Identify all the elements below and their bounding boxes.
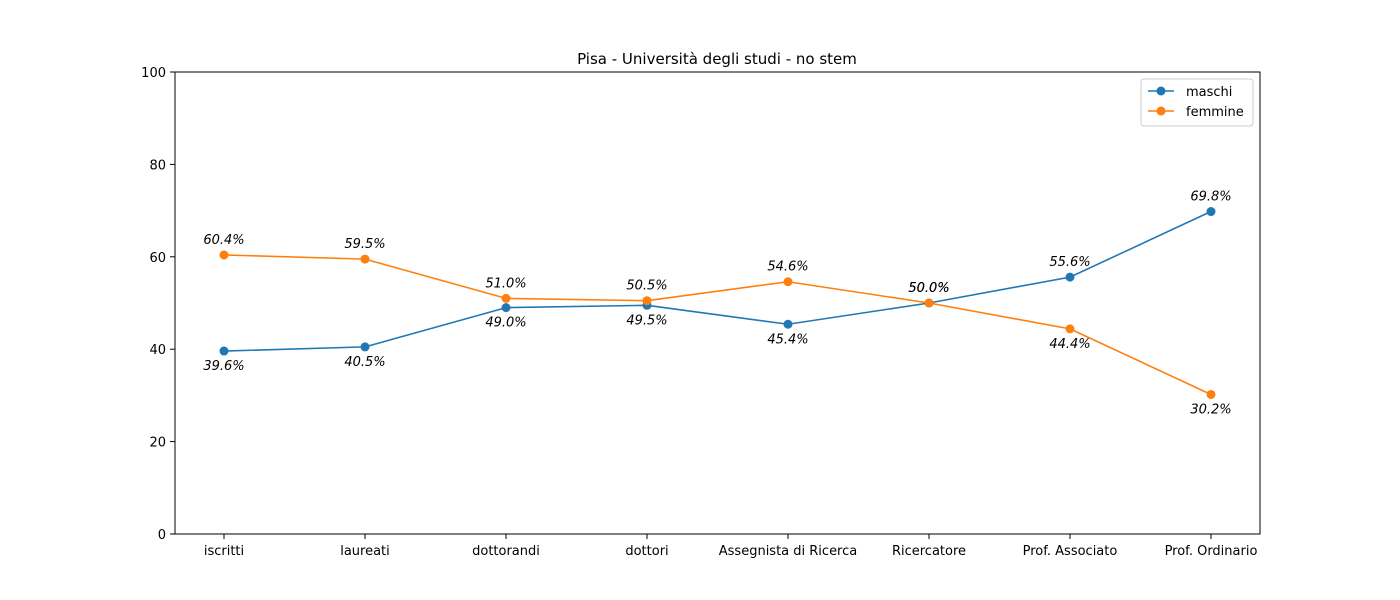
point-maschi	[219, 346, 229, 356]
data-label-femmine: 54.6%	[767, 260, 808, 275]
legend-label-femmine: femmine	[1186, 105, 1244, 120]
y-tick-label: 0	[158, 528, 166, 543]
x-tick-label: dottorandi	[472, 544, 540, 559]
point-femmine	[1065, 324, 1075, 334]
data-label-femmine: 44.4%	[1049, 337, 1090, 352]
axes: 0 20 40 60 80 100 iscritti laureati dottorandi do…	[141, 66, 1261, 559]
data-label-femmine: 50.5%	[626, 279, 667, 294]
point-maschi	[360, 342, 370, 352]
point-femmine	[501, 293, 511, 303]
data-label-femmine: 30.2%	[1190, 402, 1231, 417]
series-line-maschi	[223, 210, 1212, 352]
data-label-femmine: 51.0%	[485, 276, 526, 291]
chart-title: Pisa - Università degli studi - no stem	[577, 50, 857, 68]
data-label-maschi: 55.6%	[1049, 255, 1090, 270]
point-maschi	[1065, 272, 1075, 282]
x-tick-label: iscritti	[204, 544, 244, 559]
data-label-maschi: 49.0%	[485, 316, 526, 331]
legend: maschi femmine	[1140, 78, 1254, 127]
plot-frame	[174, 71, 1261, 535]
data-label-femmine: 50.0%	[908, 281, 949, 296]
point-femmine	[924, 298, 934, 308]
point-femmine	[219, 250, 229, 260]
x-tick-label: laureati	[340, 544, 390, 559]
point-femmine	[783, 277, 793, 287]
data-label-maschi: 45.4%	[767, 332, 808, 347]
y-tick-label: 80	[149, 158, 166, 173]
x-tick-label: Ricercatore	[892, 544, 966, 559]
data-label-maschi: 40.5%	[344, 355, 385, 370]
point-femmine	[1206, 389, 1216, 399]
y-tick-label: 100	[141, 66, 166, 81]
point-femmine	[642, 296, 652, 306]
series-maschi	[219, 207, 1216, 356]
legend-marker-femmine	[1156, 106, 1166, 116]
legend-marker-maschi	[1156, 86, 1166, 96]
data-label-maschi: 69.8%	[1190, 190, 1231, 205]
data-label-maschi: 39.6%	[203, 359, 244, 374]
x-tick-label: Assegnista di Ricerca	[719, 544, 857, 559]
series-line-femmine	[223, 254, 1212, 396]
x-tick-label: Prof. Ordinario	[1165, 544, 1258, 559]
y-tick-label: 20	[149, 436, 166, 451]
point-maschi	[1206, 207, 1216, 217]
y-tick-label: 60	[149, 251, 166, 266]
x-tick-label: dottori	[625, 544, 668, 559]
point-femmine	[360, 254, 370, 264]
data-label-maschi: 50.0%	[908, 281, 949, 296]
legend-label-maschi: maschi	[1186, 85, 1232, 100]
data-label-maschi: 49.5%	[626, 313, 667, 328]
point-maschi	[501, 303, 511, 313]
point-maschi	[783, 319, 793, 329]
y-tick-label: 40	[149, 343, 166, 358]
series-layer	[219, 207, 1216, 399]
data-label-femmine: 60.4%	[203, 233, 244, 248]
data-label-femmine: 59.5%	[344, 237, 385, 252]
data-labels: 39.6% 60.4% 40.5% 59.5% 49.0% 51.0% 49.5% 50.5%…	[203, 190, 1231, 418]
x-tick-label: Prof. Associato	[1023, 544, 1118, 559]
series-femmine	[219, 250, 1216, 399]
